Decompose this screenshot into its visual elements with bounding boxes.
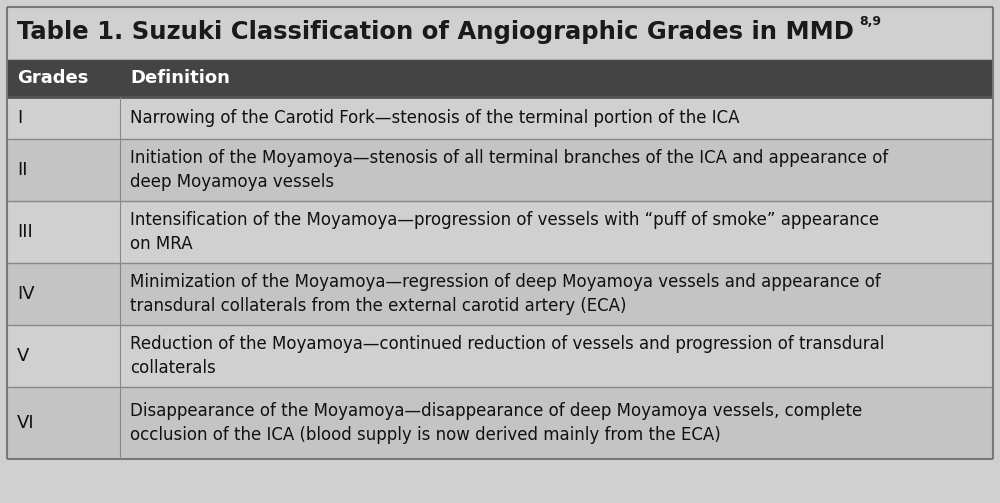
- Text: I: I: [17, 109, 22, 127]
- Bar: [7, 139, 993, 201]
- Text: Reduction of the Moyamoya—continued reduction of vessels and progression of tran: Reduction of the Moyamoya—continued redu…: [130, 335, 885, 377]
- Bar: [7, 263, 993, 325]
- Text: Grades: Grades: [17, 69, 88, 87]
- Bar: [7, 387, 993, 459]
- Bar: [7, 59, 993, 97]
- Text: III: III: [17, 223, 33, 241]
- Text: IV: IV: [17, 285, 35, 303]
- Bar: [7, 97, 993, 139]
- Text: Disappearance of the Moyamoya—disappearance of deep Moyamoya vessels, complete
o: Disappearance of the Moyamoya—disappeara…: [130, 402, 863, 444]
- Text: Narrowing of the Carotid Fork—stenosis of the terminal portion of the ICA: Narrowing of the Carotid Fork—stenosis o…: [130, 109, 740, 127]
- Bar: [7, 325, 993, 387]
- Text: Minimization of the Moyamoya—regression of deep Moyamoya vessels and appearance : Minimization of the Moyamoya—regression …: [130, 273, 881, 315]
- Text: VI: VI: [17, 414, 35, 432]
- Bar: [7, 7, 993, 59]
- Bar: [7, 201, 993, 263]
- Text: II: II: [17, 161, 28, 179]
- Text: V: V: [17, 347, 29, 365]
- Text: 8,9: 8,9: [859, 15, 881, 28]
- Text: Table 1. Suzuki Classification of Angiographic Grades in MMD: Table 1. Suzuki Classification of Angiog…: [17, 20, 854, 44]
- Text: Intensification of the Moyamoya—progression of vessels with “puff of smoke” appe: Intensification of the Moyamoya—progress…: [130, 211, 880, 253]
- Text: Definition: Definition: [130, 69, 230, 87]
- Text: Initiation of the Moyamoya—stenosis of all terminal branches of the ICA and appe: Initiation of the Moyamoya—stenosis of a…: [130, 149, 889, 191]
